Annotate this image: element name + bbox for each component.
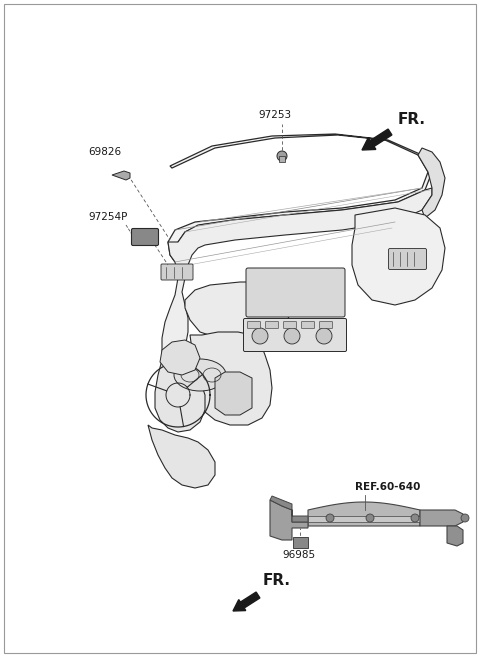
Polygon shape — [215, 372, 252, 415]
Circle shape — [366, 514, 374, 522]
FancyBboxPatch shape — [243, 319, 347, 351]
Text: 96985: 96985 — [282, 550, 315, 560]
FancyBboxPatch shape — [265, 321, 278, 328]
Polygon shape — [162, 188, 432, 368]
Text: REF.60-640: REF.60-640 — [355, 482, 420, 492]
FancyBboxPatch shape — [301, 321, 314, 328]
FancyBboxPatch shape — [279, 156, 285, 162]
Polygon shape — [185, 282, 292, 338]
FancyArrow shape — [362, 129, 392, 150]
FancyBboxPatch shape — [292, 537, 308, 547]
FancyBboxPatch shape — [161, 264, 193, 280]
Polygon shape — [112, 171, 130, 180]
Circle shape — [252, 328, 268, 344]
Polygon shape — [148, 425, 215, 488]
Polygon shape — [418, 148, 445, 218]
Circle shape — [316, 328, 332, 344]
Circle shape — [461, 514, 469, 522]
FancyBboxPatch shape — [132, 229, 158, 246]
Circle shape — [277, 151, 287, 161]
Circle shape — [326, 514, 334, 522]
Polygon shape — [447, 526, 463, 546]
FancyBboxPatch shape — [246, 268, 345, 317]
Polygon shape — [160, 340, 200, 375]
FancyBboxPatch shape — [320, 321, 333, 328]
Text: FR.: FR. — [263, 573, 291, 588]
FancyBboxPatch shape — [388, 248, 427, 269]
Polygon shape — [352, 208, 445, 305]
FancyBboxPatch shape — [248, 321, 261, 328]
Polygon shape — [190, 332, 272, 425]
Circle shape — [284, 328, 300, 344]
FancyBboxPatch shape — [284, 321, 297, 328]
Text: 69826: 69826 — [88, 147, 121, 157]
Polygon shape — [420, 510, 463, 526]
Polygon shape — [308, 502, 420, 526]
Polygon shape — [270, 500, 308, 540]
Text: 97253: 97253 — [258, 110, 291, 120]
Text: 97254P: 97254P — [88, 212, 127, 222]
Polygon shape — [308, 516, 420, 522]
Ellipse shape — [174, 359, 226, 391]
Polygon shape — [168, 134, 432, 262]
Polygon shape — [270, 496, 308, 522]
Polygon shape — [155, 360, 205, 432]
Circle shape — [411, 514, 419, 522]
Text: FR.: FR. — [398, 112, 426, 127]
FancyArrow shape — [233, 592, 260, 611]
